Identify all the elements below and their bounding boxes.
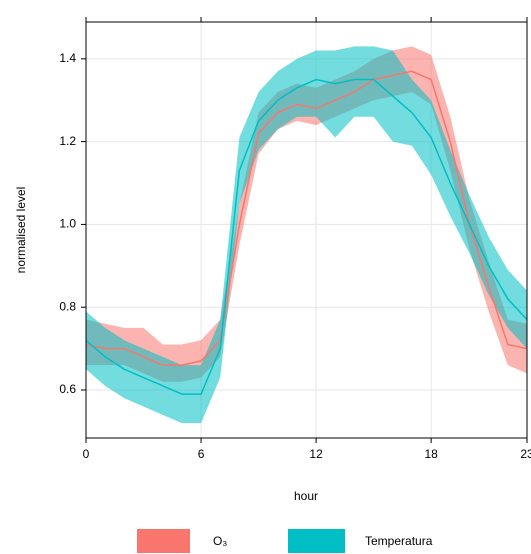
x-tick-label: 18 xyxy=(424,447,438,461)
legend-label: O₃ xyxy=(213,534,227,548)
y-tick-label: 0.6 xyxy=(59,382,76,396)
x-tick-label: 12 xyxy=(309,447,323,461)
y-tick-label: 1.0 xyxy=(59,217,76,231)
confidence-band xyxy=(86,46,527,424)
legend-label: Temperatura xyxy=(365,534,433,548)
x-tick-label: 0 xyxy=(83,447,90,461)
x-tick-label: 23 xyxy=(520,447,531,461)
x-axis-label: hour xyxy=(294,489,318,503)
y-tick-label: 1.4 xyxy=(59,51,76,65)
x-tick-label: 6 xyxy=(198,447,205,461)
legend-swatch xyxy=(137,529,190,553)
plot-frame xyxy=(85,21,528,439)
line xyxy=(85,70,528,366)
y-axis-label: normalised level xyxy=(14,187,28,274)
legend-swatch xyxy=(288,529,345,553)
y-tick-label: 1.2 xyxy=(59,134,76,148)
line xyxy=(85,78,528,395)
y-tick-label: 0.8 xyxy=(59,299,76,313)
